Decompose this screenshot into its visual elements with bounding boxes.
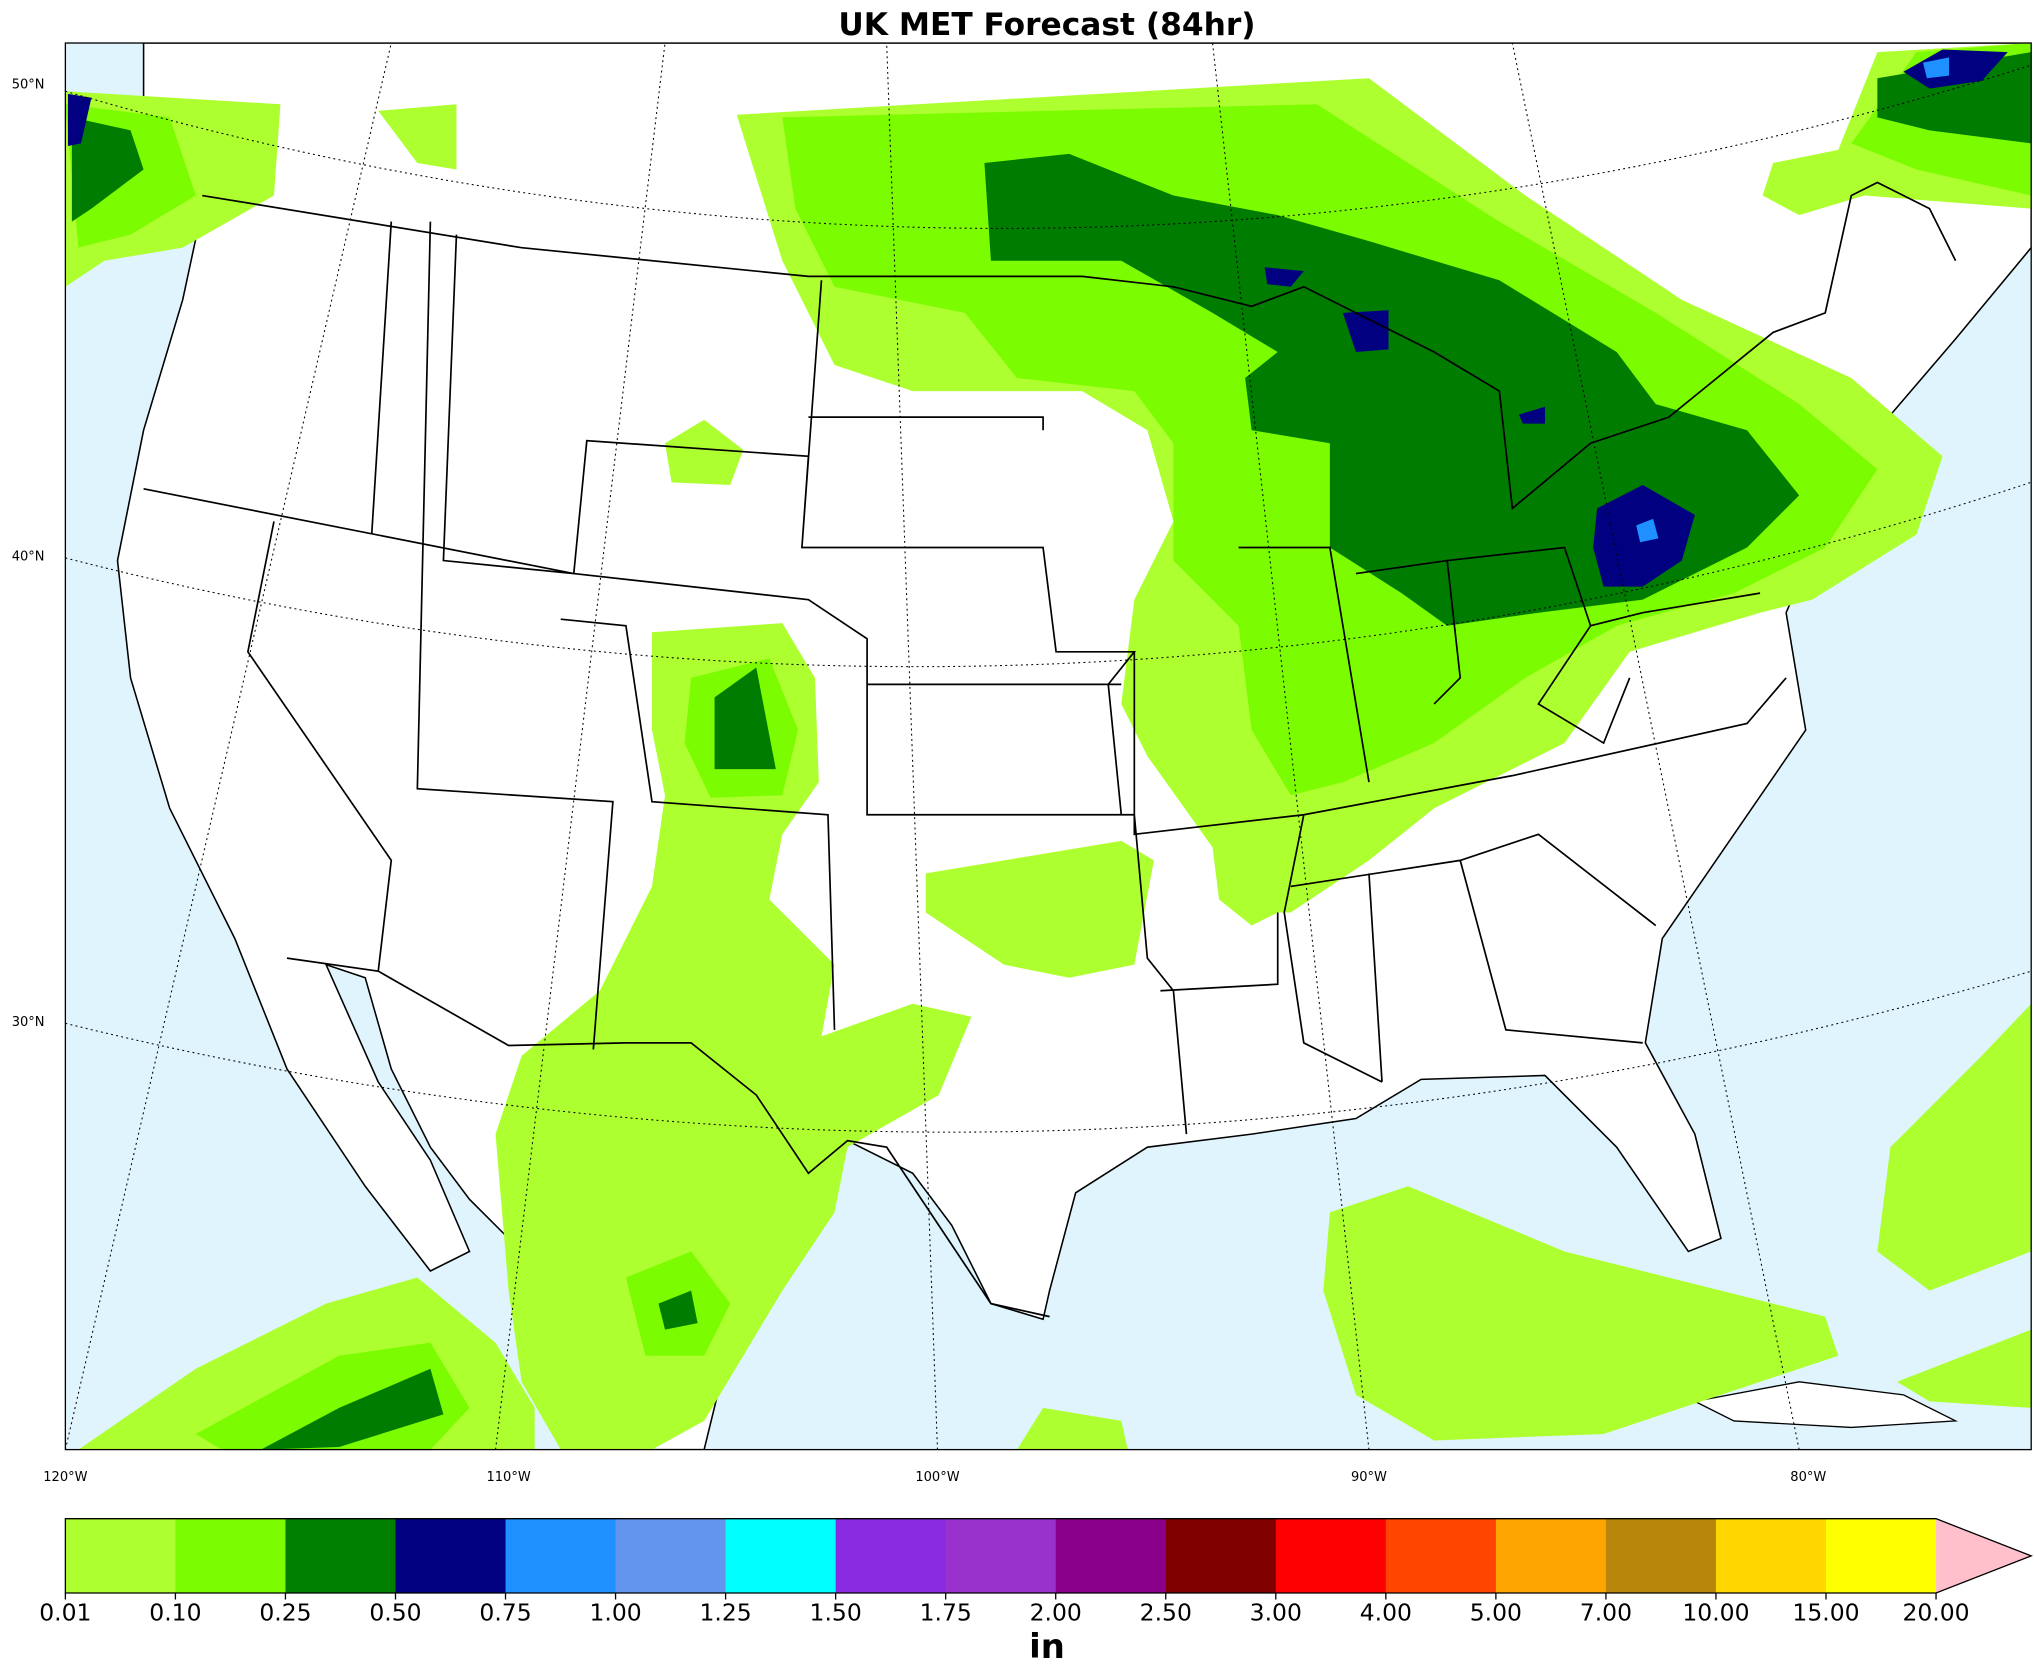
colorbar-unit: in: [1029, 1627, 1065, 1666]
lon-label: 80°W: [1790, 1470, 1826, 1485]
colorbar-segment: [1825, 1518, 1937, 1593]
lat-labels: 50°N 40°N 30°N: [12, 78, 45, 1030]
colorbar-extend: [1936, 1518, 2032, 1593]
lat-label: 50°N: [12, 78, 45, 93]
colorbar-segment: [1605, 1518, 1717, 1593]
colorbar-segment: [65, 1518, 177, 1593]
lat-label: 40°N: [12, 550, 45, 565]
colorbar-tick-label: 1.75: [920, 1598, 972, 1626]
land-cuba: [1692, 1381, 1959, 1429]
colorbar-segment: [725, 1518, 837, 1593]
colorbar-segment: [285, 1518, 397, 1593]
colorbar-segment: [835, 1518, 947, 1593]
colorbar-tick-label: 0.10: [149, 1598, 201, 1626]
lon-label: 90°W: [1351, 1470, 1387, 1485]
colorbar-tick-label: 0.50: [369, 1598, 421, 1626]
colorbar-tick-label: 0.01: [39, 1598, 91, 1626]
colorbar-tick-label: 3.00: [1250, 1598, 1302, 1626]
lon-label: 120°W: [43, 1470, 87, 1485]
title: UK MET Forecast (84hr): [838, 7, 1255, 43]
colorbar-tick-label: 0.75: [479, 1598, 531, 1626]
graticule: [65, 43, 2032, 1450]
lon-label: 110°W: [486, 1470, 530, 1485]
colorbar-tick-label: 10.00: [1682, 1598, 1749, 1626]
colorbar-segment: [1385, 1518, 1497, 1593]
colorbar-segment: [615, 1518, 727, 1593]
colorbar-tick-label: 2.00: [1030, 1598, 1082, 1626]
colorbar-segment: [945, 1518, 1057, 1593]
borders: [143, 181, 1957, 1318]
lon-label: 100°W: [915, 1470, 959, 1485]
colorbar-tick-label: 1.25: [699, 1598, 751, 1626]
colorbar-outline: [64, 1518, 2033, 1594]
colorbar-segment: [1715, 1518, 1827, 1593]
colorbar-segment: [395, 1518, 507, 1593]
colorbar-segment: [1495, 1518, 1607, 1593]
colorbar-segment: [175, 1518, 287, 1593]
colorbar-tick-label: 15.00: [1792, 1598, 1859, 1626]
colorbar-segment: [1165, 1518, 1277, 1593]
colorbar: 0.01 0.10 0.25 0.50 0.75 1.00 1.25 1.50 1.75 2.00…: [39, 1518, 2033, 1626]
map: [65, 43, 2032, 1450]
colorbar-tick-label: 1.00: [589, 1598, 641, 1626]
map-frame: [64, 42, 2032, 1451]
precip-0.75: [1636, 57, 1950, 543]
colorbar-tick-label: 4.00: [1360, 1598, 1412, 1626]
precip-0.25: [71, 52, 2032, 1450]
colorbar-tick-label: 20.00: [1902, 1598, 1969, 1626]
colorbar-segment: [1275, 1518, 1387, 1593]
colorbar-segment: [505, 1518, 617, 1593]
lon-labels: 120°W 110°W 100°W 90°W 80°W: [43, 1470, 1826, 1485]
colorbar-tick-label: 1.50: [810, 1598, 862, 1626]
colorbar-tick-label: 0.25: [259, 1598, 311, 1626]
lat-label: 30°N: [12, 1015, 45, 1030]
colorbar-tick-label: 5.00: [1470, 1598, 1522, 1626]
colorbar-tick-label: 7.00: [1580, 1598, 1632, 1626]
colorbar-tick-label: 2.50: [1140, 1598, 1192, 1626]
colorbar-segment: [1055, 1518, 1167, 1593]
